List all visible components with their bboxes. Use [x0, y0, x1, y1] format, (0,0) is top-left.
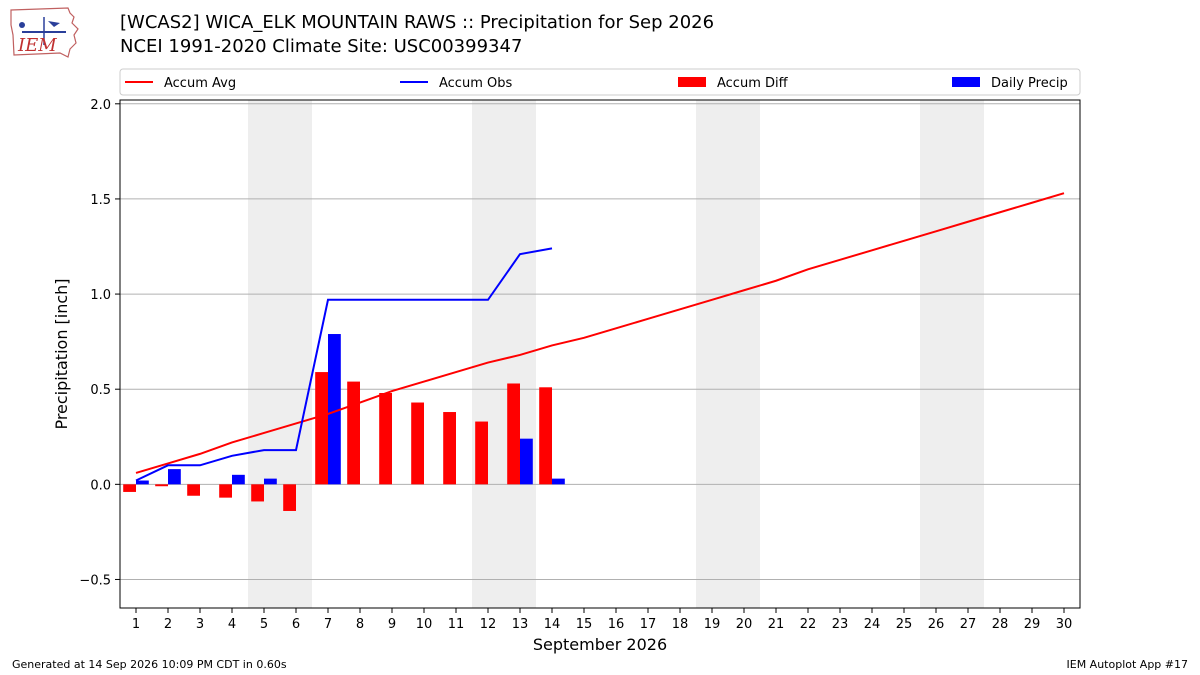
x-tick-label: 29: [1024, 617, 1041, 632]
weekend-band: [920, 100, 984, 608]
iem-logo: IEM: [10, 7, 79, 58]
accum-diff-bar: [283, 484, 296, 511]
legend-label-accum-obs: Accum Obs: [439, 76, 512, 91]
y-tick-label: 0.5: [90, 383, 111, 398]
x-tick-label: 21: [768, 617, 785, 632]
daily-precip-bar: [136, 480, 149, 485]
x-tick-label: 26: [928, 617, 945, 632]
x-tick-label: 16: [608, 617, 625, 632]
accum-diff-bar: [219, 484, 232, 498]
x-tick-label: 2: [164, 617, 172, 632]
accum-diff-bar: [315, 372, 328, 485]
x-tick-label: 13: [512, 617, 529, 632]
daily-precip-bar: [328, 334, 341, 485]
x-tick-label: 25: [896, 617, 913, 632]
x-tick-label: 1: [132, 617, 140, 632]
legend-box: [119, 68, 1081, 96]
daily-precip-bar: [232, 474, 245, 485]
footer-generated: Generated at 14 Sep 2026 10:09 PM CDT in…: [12, 658, 287, 671]
legend-swatch-accum-diff: [678, 77, 706, 87]
x-tick-label: 15: [576, 617, 593, 632]
bars: [123, 334, 565, 511]
x-tick-label: 7: [324, 617, 332, 632]
x-tick-label: 23: [832, 617, 849, 632]
x-axis-label: September 2026: [533, 635, 667, 654]
y-tick-label: 1.0: [90, 288, 111, 303]
chart-title: [WCAS2] WICA_ELK MOUNTAIN RAWS :: Precip…: [120, 12, 715, 33]
x-tick-label: 5: [260, 617, 268, 632]
accum-diff-bar: [379, 393, 392, 485]
x-tick-label: 6: [292, 617, 300, 632]
daily-precip-bar: [264, 478, 277, 485]
x-tick-label: 9: [388, 617, 396, 632]
weekend-shading: [248, 100, 984, 608]
accum-diff-bar: [411, 402, 424, 485]
y-tick-label: 2.0: [90, 98, 111, 113]
x-tick-label: 27: [960, 617, 977, 632]
legend-swatch-daily-precip: [952, 77, 980, 87]
x-tick-label: 22: [800, 617, 817, 632]
y-axis-ticks: −0.5 0.0 0.5 1.0 1.5 2.0: [79, 98, 120, 588]
x-axis-ticks: 1 2 3 4 5 6 7 8 9 10 11 12 13 14 15 16 17 18 19 20 21 22 23 24 2…: [132, 608, 1072, 632]
y-tick-label: −0.5: [79, 573, 111, 588]
x-tick-label: 19: [704, 617, 721, 632]
legend-label-accum-diff: Accum Diff: [717, 76, 789, 91]
x-tick-label: 18: [672, 617, 689, 632]
daily-precip-bar: [520, 438, 533, 485]
x-tick-label: 11: [448, 617, 465, 632]
y-axis-label: Precipitation [inch]: [52, 278, 71, 429]
x-tick-label: 17: [640, 617, 657, 632]
footer-app: IEM Autoplot App #17: [1066, 658, 1189, 671]
lines: [135, 192, 1065, 482]
accum-avg-line: [135, 192, 1065, 474]
accum-diff-bar: [347, 381, 360, 485]
accum-diff-bar: [539, 387, 552, 485]
accum-diff-bar: [443, 412, 456, 485]
chart-subtitle: NCEI 1991-2020 Climate Site: USC00399347: [120, 36, 523, 57]
x-tick-label: 24: [864, 617, 881, 632]
grid-lines: [120, 103, 1080, 580]
logo-text: IEM: [17, 35, 57, 56]
daily-precip-bar: [552, 478, 565, 485]
x-tick-label: 20: [736, 617, 753, 632]
legend-label-daily-precip: Daily Precip: [991, 76, 1068, 91]
accum-diff-bar: [187, 484, 200, 496]
accum-obs-line: [135, 247, 553, 482]
x-tick-label: 28: [992, 617, 1009, 632]
accum-diff-bar: [507, 383, 520, 485]
accum-diff-bar: [475, 421, 488, 485]
legend-label-accum-avg: Accum Avg: [164, 76, 236, 91]
x-tick-label: 4: [228, 617, 236, 632]
accum-diff-bar: [251, 484, 264, 502]
legend: Accum Avg Accum Obs Accum Diff Daily Precip: [119, 68, 1081, 96]
plot-frame: [119, 99, 1081, 609]
accum-diff-bar: [155, 484, 168, 487]
x-tick-label: 14: [544, 617, 561, 632]
x-tick-label: 8: [356, 617, 364, 632]
weekend-band: [248, 100, 312, 608]
accum-diff-bar: [123, 484, 136, 492]
y-tick-label: 0.0: [90, 478, 111, 493]
x-tick-label: 10: [416, 617, 433, 632]
x-tick-label: 3: [196, 617, 204, 632]
weekend-band: [696, 100, 760, 608]
x-tick-label: 12: [480, 617, 497, 632]
y-tick-label: 1.5: [90, 193, 111, 208]
x-tick-label: 30: [1056, 617, 1073, 632]
daily-precip-bar: [168, 469, 181, 485]
